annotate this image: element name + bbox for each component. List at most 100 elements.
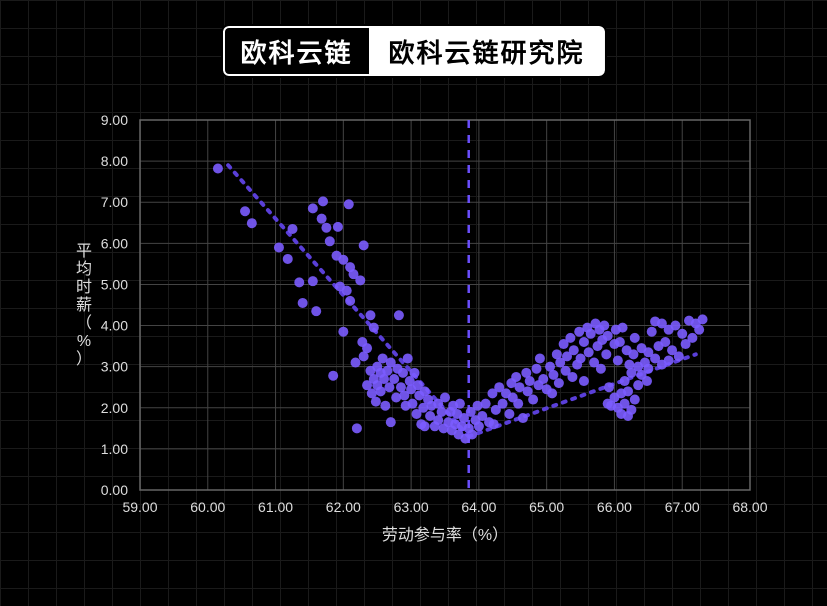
scatter-point (437, 407, 447, 417)
scatter-point (670, 321, 680, 331)
plot-border (140, 120, 750, 490)
scatter-point (455, 399, 465, 409)
chart-svg: 59.0060.0061.0062.0063.0064.0065.0066.00… (70, 110, 770, 550)
y-tick-label: 1.00 (101, 441, 128, 457)
scatter-point (407, 399, 417, 409)
scatter-point (359, 240, 369, 250)
scatter-point (604, 382, 614, 392)
scatter-point (613, 356, 623, 366)
scatter-point (628, 349, 638, 359)
scatter-point (569, 345, 579, 355)
scatter-point (351, 358, 361, 368)
scatter-point (274, 242, 284, 252)
scatter-point (694, 325, 704, 335)
scatter-point (318, 196, 328, 206)
y-tick-label: 9.00 (101, 112, 128, 128)
scatter-point (615, 337, 625, 347)
scatter-point (565, 333, 575, 343)
scatter-point (317, 214, 327, 224)
scatter-point (633, 380, 643, 390)
scatter-point (518, 413, 528, 423)
scatter-point (623, 386, 633, 396)
scatter-point (338, 255, 348, 265)
x-tick-label: 64.00 (461, 499, 496, 515)
badge-left: 欧科云链 (222, 26, 368, 76)
scatter-point (599, 321, 609, 331)
scatter-point (538, 374, 548, 384)
scatter-point (630, 333, 640, 343)
x-tick-label: 63.00 (394, 499, 429, 515)
scatter-point (525, 376, 535, 386)
scatter-point (523, 386, 533, 396)
scatter-point (328, 371, 338, 381)
y-tick-label: 6.00 (101, 235, 128, 251)
scatter-point (386, 417, 396, 427)
x-tick-label: 59.00 (122, 499, 157, 515)
x-tick-label: 61.00 (258, 499, 293, 515)
scatter-point (481, 399, 491, 409)
y-tick-label: 3.00 (101, 359, 128, 375)
x-tick-label: 68.00 (732, 499, 767, 515)
scatter-point (288, 224, 298, 234)
scatter-point (355, 275, 365, 285)
scatter-point (601, 349, 611, 359)
scatter-point (294, 277, 304, 287)
scatter-point (647, 327, 657, 337)
scatter-chart: 59.0060.0061.0062.0063.0064.0065.0066.00… (70, 110, 770, 550)
y-axis-label: （ (76, 314, 92, 332)
scatter-point (362, 343, 372, 353)
scatter-point (554, 378, 564, 388)
x-tick-label: 66.00 (597, 499, 632, 515)
scatter-point (369, 323, 379, 333)
scatter-point (371, 397, 381, 407)
scatter-point (283, 254, 293, 264)
scatter-point (630, 395, 640, 405)
y-tick-label: 2.00 (101, 400, 128, 416)
scatter-point (308, 276, 318, 286)
scatter-point (389, 374, 399, 384)
scatter-point (321, 223, 331, 233)
scatter-point (642, 376, 652, 386)
scatter-point (548, 370, 558, 380)
scatter-point (489, 419, 499, 429)
y-tick-label: 8.00 (101, 153, 128, 169)
scatter-point (687, 333, 697, 343)
x-axis-label: 劳动参与率（%） (382, 526, 508, 544)
y-tick-label: 0.00 (101, 482, 128, 498)
scatter-point (498, 399, 508, 409)
scatter-point (398, 368, 408, 378)
scatter-point (344, 199, 354, 209)
scatter-point (420, 421, 430, 431)
scatter-point (345, 296, 355, 306)
scatter-point (403, 353, 413, 363)
scatter-point (664, 356, 674, 366)
y-tick-label: 7.00 (101, 194, 128, 210)
scatter-point (576, 353, 586, 363)
scatter-point (410, 368, 420, 378)
y-axis-label: 平 (76, 243, 92, 260)
scatter-point (547, 388, 557, 398)
scatter-point (567, 372, 577, 382)
scatter-point (308, 203, 318, 213)
scatter-point (352, 423, 362, 433)
scatter-point (586, 329, 596, 339)
x-tick-label: 62.00 (326, 499, 361, 515)
scatter-point (298, 298, 308, 308)
scatter-point (394, 310, 404, 320)
scatter-point (698, 314, 708, 324)
scatter-point (674, 351, 684, 361)
scatter-point (626, 405, 636, 415)
x-tick-label: 60.00 (190, 499, 225, 515)
scatter-point (240, 206, 250, 216)
scatter-point (365, 310, 375, 320)
scatter-point (440, 393, 450, 403)
scatter-point (504, 409, 514, 419)
scatter-point (474, 421, 484, 431)
scatter-point (247, 218, 257, 228)
scatter-point (513, 399, 523, 409)
scatter-point (643, 364, 653, 374)
y-axis-label: 薪 (76, 296, 92, 314)
scatter-point (532, 364, 542, 374)
scatter-point (618, 323, 628, 333)
y-axis-label: 均 (76, 260, 92, 278)
